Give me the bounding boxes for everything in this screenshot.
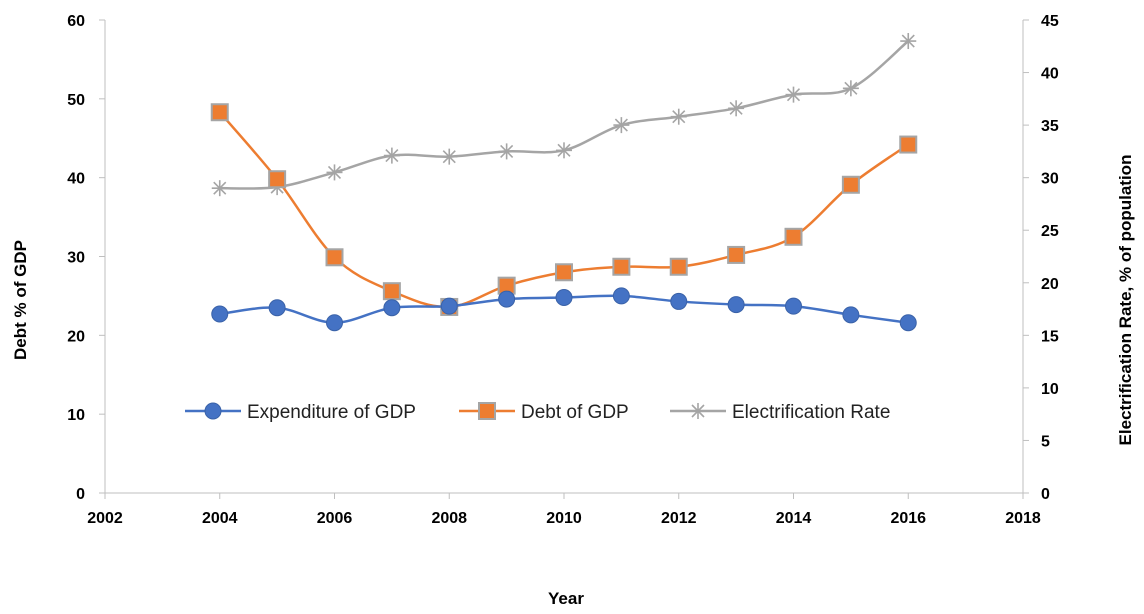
series-layer — [210, 33, 918, 332]
x-tick-label: 2012 — [661, 510, 697, 527]
expenditure-of-gdp-point — [440, 297, 458, 315]
x-tick-label: 2018 — [1005, 510, 1041, 527]
electrification-rate-point — [326, 164, 343, 181]
debt-of-gdp-point — [727, 245, 746, 264]
debt-of-gdp-point — [669, 257, 688, 276]
electrification-rate-point — [498, 143, 515, 160]
debt-of-gdp-point — [555, 263, 573, 282]
y-tick-label: 30 — [67, 250, 85, 267]
electrification-rate-point — [441, 148, 458, 165]
legend-label-debt-of-gdp: Debt of GDP — [521, 402, 629, 423]
y2-tick-label: 0 — [1041, 486, 1050, 503]
expenditure-of-gdp-point — [612, 287, 630, 305]
legend-label-electrification-rate: Electrification Rate — [732, 402, 890, 423]
expenditure-of-gdp-point — [498, 290, 516, 308]
y2-axis-title: Electrification Rate, % of population — [1116, 155, 1135, 446]
y-tick-label: 50 — [67, 92, 85, 109]
expenditure-of-gdp-point — [211, 305, 229, 323]
debt-of-gdp-point — [784, 227, 803, 246]
expenditure-of-gdp-point — [670, 292, 688, 310]
electrification-rate-point — [728, 100, 745, 117]
expenditure-of-gdp-point — [899, 314, 917, 332]
axes: 2002 2004 2006 2008 2010 2012 2014 2016 20180102… — [67, 13, 1059, 527]
electrification-rate-point — [556, 142, 572, 159]
x-tick-label: 2008 — [431, 510, 467, 527]
y2-tick-label: 25 — [1041, 223, 1059, 240]
electrification-rate-point — [842, 80, 859, 97]
debt-of-gdp-point — [382, 282, 401, 301]
electrification-rate-point — [785, 86, 802, 103]
expenditure-of-gdp-point — [268, 299, 286, 317]
x-tick-label: 2010 — [546, 510, 582, 527]
electrification-rate-point — [613, 117, 630, 134]
legend-marker-debt-of-gdp — [478, 402, 496, 420]
y2-tick-label: 20 — [1041, 276, 1059, 293]
electrification-rate-point — [900, 33, 917, 50]
expenditure-of-gdp-point — [555, 288, 573, 306]
legend-marker-expenditure-of-gdp — [204, 402, 222, 420]
debt-of-gdp-point — [899, 135, 918, 154]
x-tick-label: 2014 — [776, 510, 812, 527]
debt-of-gdp-point — [612, 257, 631, 276]
expenditure-of-gdp-point — [727, 296, 745, 314]
debt-of-gdp-point — [210, 103, 229, 122]
legend: Expenditure of GDP Debt of GDP Electrifica… — [185, 402, 890, 423]
electrification-rate-point — [211, 180, 228, 197]
electrification-rate-point — [383, 147, 400, 164]
y-tick-label: 10 — [67, 407, 85, 424]
debt-of-gdp-point — [325, 248, 344, 267]
electrification-rate-point — [670, 108, 687, 125]
expenditure-of-gdp-point — [785, 297, 802, 315]
y-tick-label: 20 — [67, 328, 85, 345]
expenditure-of-gdp-point — [842, 306, 860, 324]
debt-of-gdp-point — [841, 175, 860, 194]
y-axis-title: Debt % of GDP — [11, 240, 30, 360]
y2-tick-label: 30 — [1041, 171, 1059, 188]
y2-tick-label: 15 — [1041, 328, 1059, 345]
x-tick-label: 2006 — [317, 510, 353, 527]
x-axis-title: Year — [548, 589, 584, 608]
y2-tick-label: 35 — [1041, 118, 1059, 135]
y-tick-label: 60 — [67, 13, 85, 30]
y-tick-label: 0 — [76, 486, 85, 503]
y2-tick-label: 5 — [1041, 433, 1050, 450]
x-tick-label: 2002 — [87, 510, 123, 527]
y2-tick-label: 45 — [1041, 13, 1059, 30]
y-tick-label: 40 — [67, 171, 85, 188]
legend-marker-electrification-rate — [690, 403, 706, 419]
expenditure-of-gdp-point — [383, 299, 401, 317]
y2-tick-label: 10 — [1041, 381, 1059, 398]
x-tick-label: 2016 — [890, 510, 926, 527]
expenditure-of-gdp-point — [326, 314, 343, 332]
y2-tick-label: 40 — [1041, 66, 1059, 83]
debt-of-gdp-point — [268, 170, 287, 189]
electrification-rate-line — [219, 40, 910, 190]
x-tick-label: 2004 — [202, 510, 238, 527]
legend-label-expenditure-of-gdp: Expenditure of GDP — [247, 402, 416, 423]
